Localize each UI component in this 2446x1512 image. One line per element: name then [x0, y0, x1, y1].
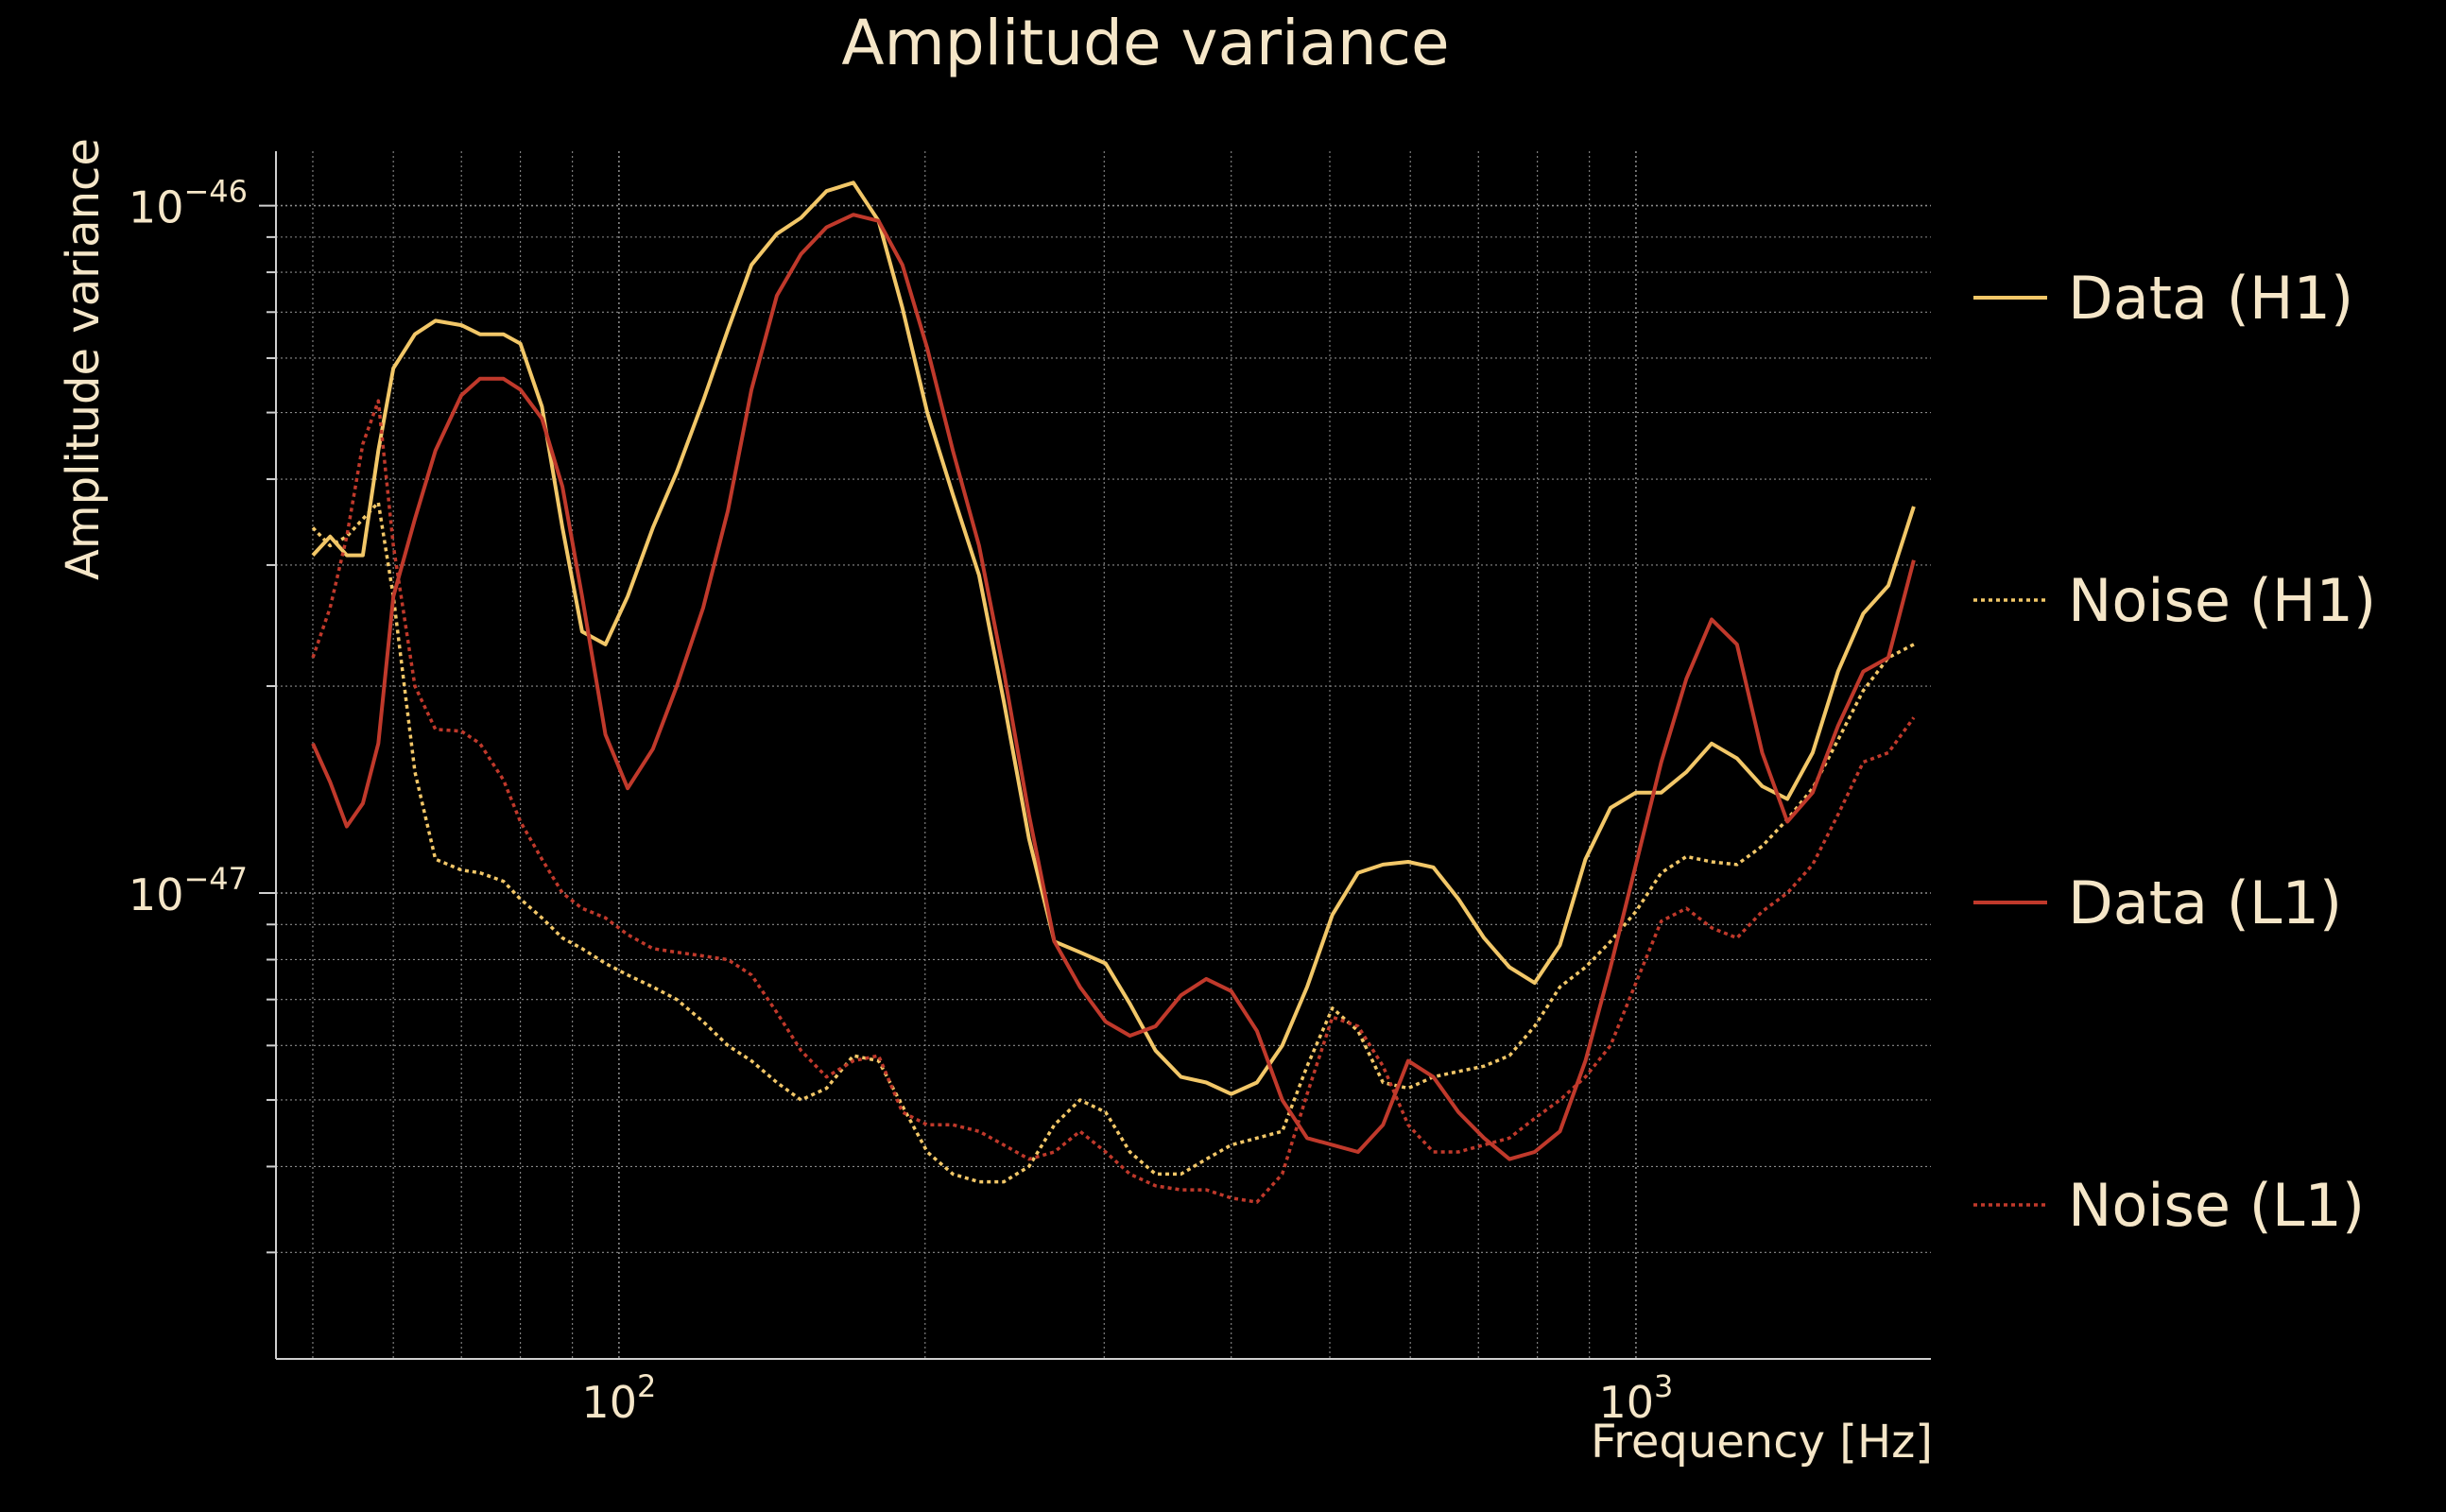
series-line-1: [311, 500, 1915, 1184]
y-tick-label: 10−47: [129, 861, 248, 920]
legend-label-0: Data (H1): [2068, 264, 2353, 333]
series-line-0: [311, 180, 1916, 1096]
x-axis-label: Frequency [Hz]: [1591, 1416, 1933, 1469]
legend: Data (H1) Noise (H1) Data (L1) Noise (L1): [1973, 264, 2376, 1240]
chart-title: Amplitude variance: [841, 7, 1449, 79]
tick-labels: 10−46 10−47 102 103: [129, 174, 1673, 1428]
legend-label-2: Data (L1): [2068, 868, 2342, 937]
x-tick-label: 102: [581, 1368, 656, 1428]
plot-series: [311, 180, 1916, 1204]
y-tick-label: 10−46: [129, 174, 248, 233]
x-tick-label: 103: [1598, 1368, 1673, 1428]
series-line-2: [311, 213, 1916, 1161]
legend-label-1: Noise (H1): [2068, 566, 2376, 635]
grid-lines: [276, 151, 1931, 1359]
y-axis-label: Amplitude variance: [57, 138, 110, 580]
legend-label-3: Noise (L1): [2068, 1171, 2365, 1240]
axes: [259, 151, 1931, 1360]
